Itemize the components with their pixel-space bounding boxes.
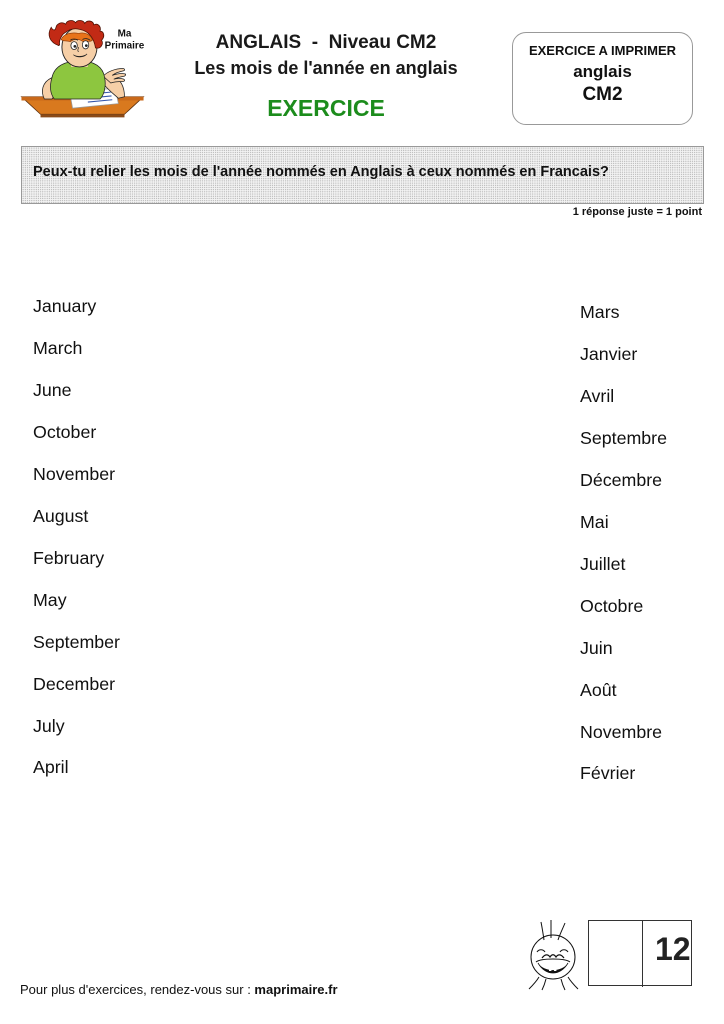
svg-text:Ma: Ma xyxy=(118,28,132,39)
svg-text:Primaire: Primaire xyxy=(105,41,145,52)
